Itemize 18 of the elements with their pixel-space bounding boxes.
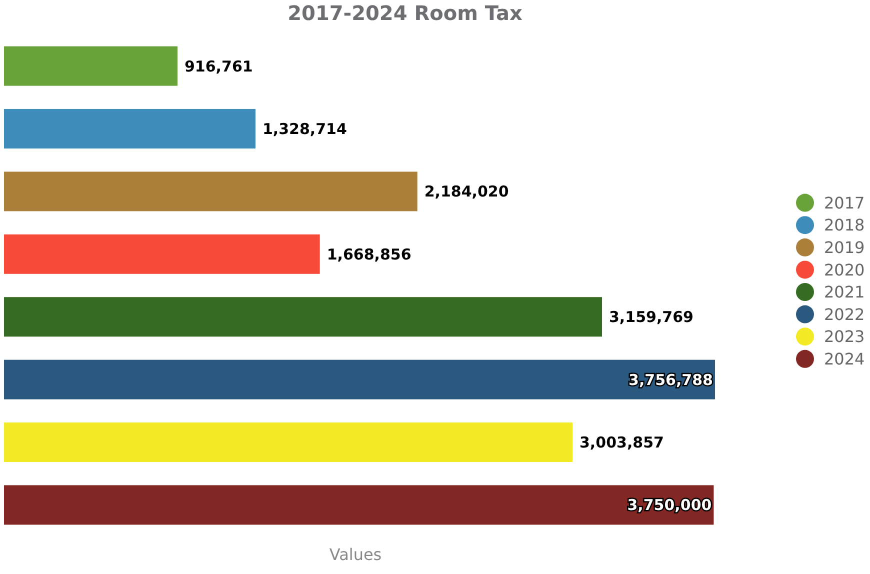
legend-label: 2022: [824, 304, 865, 324]
legend-label: 2023: [824, 327, 865, 346]
legend-label: 2017: [824, 193, 865, 212]
legend-label: 2019: [824, 238, 865, 257]
data-label: 1,328,714: [262, 120, 347, 138]
legend-label: 2024: [824, 350, 865, 368]
legend-label: 2018: [824, 216, 865, 235]
x-axis-title: Values: [329, 545, 382, 564]
data-label: 3,003,857: [580, 434, 664, 452]
data-label: 916,761: [184, 57, 253, 76]
data-label: 3,159,769: [609, 308, 694, 326]
data-label: 3,750,000: [627, 496, 712, 514]
legend-label: 2021: [824, 282, 865, 302]
data-label: 1,668,856: [326, 245, 412, 264]
data-label: 3,756,788: [628, 370, 713, 389]
data-label: 2,184,020: [424, 182, 509, 201]
chart-title: 2017-2024 Room Tax: [288, 1, 522, 25]
legend-label: 2020: [824, 260, 865, 280]
